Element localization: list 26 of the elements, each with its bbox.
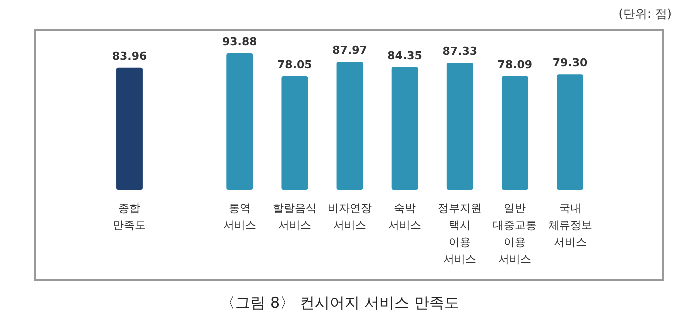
- x-tick-label: 숙박 서비스: [388, 202, 422, 232]
- x-tick-label: 종합 만족도: [113, 202, 146, 232]
- text: (단위: 점): [618, 7, 672, 21]
- x-tick-label: 비자연장 서비스: [328, 202, 372, 232]
- x-tick-label: 일반 대중교통 이용 서비스: [493, 202, 538, 266]
- data-label: 79.30: [552, 56, 588, 70]
- x-tick-label: 정부지원 택시 이용 서비스: [438, 202, 482, 266]
- x-tick-label: 국내 체류정보 서비스: [548, 202, 592, 249]
- data-label: 78.09: [498, 58, 533, 72]
- data-label: 78.05: [278, 58, 312, 72]
- data-label: 83.96: [112, 50, 148, 63]
- bar: [226, 53, 254, 190]
- data-label: 84.35: [388, 49, 422, 62]
- bar: [392, 67, 418, 190]
- bar: [557, 74, 584, 190]
- bar: [502, 76, 528, 190]
- bar: [446, 62, 474, 190]
- x-tick-label: 할랄음식 서비스: [272, 202, 317, 232]
- bar: [116, 68, 143, 190]
- data-label: 93.88: [222, 35, 258, 48]
- text: 〈그림 8〉 컨시어지 서비스 만족도: [220, 294, 460, 312]
- data-label: 87.33: [442, 44, 478, 58]
- bar: [282, 76, 308, 190]
- data-label: 87.97: [332, 44, 368, 58]
- x-tick-label: 통역 서비스: [223, 202, 256, 232]
- bar: [336, 62, 364, 190]
